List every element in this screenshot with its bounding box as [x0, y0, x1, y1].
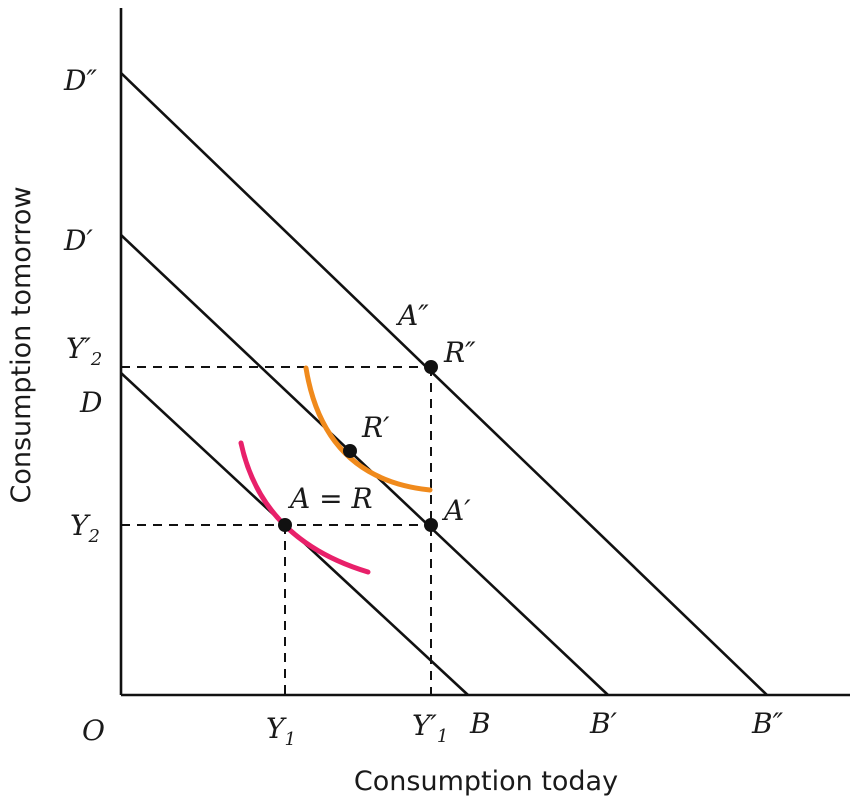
- label-y2-prime: Y′2: [66, 332, 102, 370]
- label-a-equals-r: A = R: [287, 482, 373, 515]
- label-d-prime: D′: [63, 224, 93, 257]
- label-b-prime: B′: [589, 707, 618, 740]
- label-d: D: [79, 386, 102, 419]
- point-a-r: [278, 518, 292, 532]
- label-y1-prime: Y′1: [412, 709, 448, 747]
- label-d-dprime: D″: [63, 64, 97, 97]
- x-axis-title: Consumption today: [354, 766, 618, 797]
- label-b-dprime: B″: [751, 707, 784, 740]
- label-r-prime: R′: [361, 411, 390, 444]
- point-a-prime: [424, 518, 438, 532]
- label-r-dprime: R″: [443, 336, 476, 369]
- point-r-dprime: [424, 360, 438, 374]
- label-a-prime: A′: [441, 494, 471, 527]
- y-axis-title: Consumption tomorrow: [6, 186, 37, 503]
- label-b: B: [469, 707, 491, 740]
- budget-line-d-dprime-b-dprime: [120, 72, 768, 696]
- label-origin: O: [82, 714, 105, 747]
- label-y1: Y1: [266, 712, 296, 750]
- point-r-prime: [343, 444, 357, 458]
- label-a-dprime: A″: [395, 299, 429, 332]
- budget-line-d-prime-b-prime: [120, 234, 609, 696]
- label-y2: Y2: [70, 509, 100, 547]
